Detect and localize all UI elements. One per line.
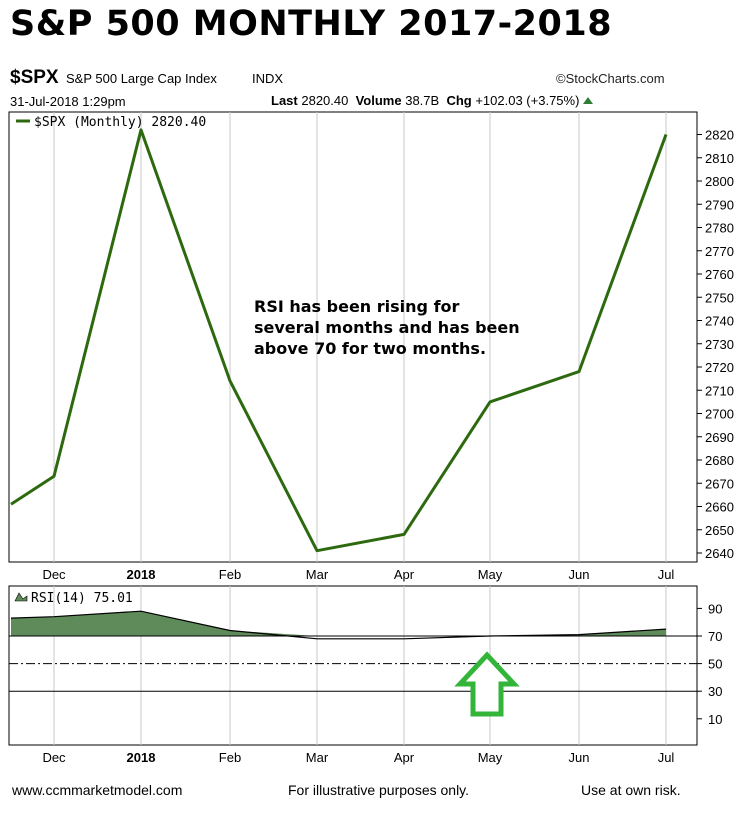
- price-x-tick-label: May: [478, 567, 503, 582]
- price-tick-label: 2710: [705, 383, 734, 398]
- price-tick-label: 2750: [705, 290, 734, 305]
- rsi-x-tick-label: Apr: [394, 750, 415, 765]
- rsi-x-tick-label: Feb: [219, 750, 241, 765]
- rsi-legend-label: RSI(14) 75.01: [31, 591, 133, 606]
- price-tick-label: 2760: [705, 267, 734, 282]
- price-tick-label: 2790: [705, 197, 734, 212]
- price-tick-label: 2640: [705, 546, 734, 561]
- price-x-tick-label: Dec: [42, 567, 66, 582]
- quote-date: 31-Jul-2018 1:29pm: [10, 94, 126, 109]
- footer-disclaimer: For illustrative purposes only.: [288, 782, 470, 798]
- price-tick-label: 2730: [705, 337, 734, 352]
- price-x-tick-label: Mar: [306, 567, 329, 582]
- rsi-panel-frame: [8, 585, 698, 746]
- price-tick-label: 2810: [705, 151, 734, 166]
- source-credit: ©StockCharts.com: [556, 71, 665, 86]
- rsi-x-tick-label: Dec: [42, 750, 66, 765]
- rsi-tick-label: 50: [708, 657, 722, 672]
- rsi-legend-icon: [14, 592, 28, 602]
- rsi-x-tick-label: May: [478, 750, 503, 765]
- rsi-x-tick-label: Mar: [306, 750, 329, 765]
- annotation-text: RSI has been rising for several months a…: [254, 297, 520, 358]
- price-tick-label: 2740: [705, 314, 734, 329]
- rsi-tick-label: 30: [708, 684, 722, 699]
- rsi-x-tick-label: Jun: [569, 750, 590, 765]
- price-panel-frame: [8, 111, 698, 563]
- rsi-tick-label: 10: [708, 712, 722, 727]
- rsi-tick-label: 90: [708, 601, 722, 616]
- volume-label: Volume: [355, 93, 402, 108]
- price-tick-label: 2680: [705, 453, 734, 468]
- volume-value: 38.7B: [405, 93, 440, 108]
- chart-title: S&P 500 MONTHLY 2017-2018: [10, 4, 613, 44]
- price-tick-label: 2700: [705, 407, 734, 422]
- price-tick-label: 2780: [705, 221, 734, 236]
- footer-risk: Use at own risk.: [581, 782, 681, 798]
- rsi-x-tick-label: 2018: [127, 750, 156, 765]
- ticker-symbol: $SPX: [10, 67, 59, 88]
- symbol-name: S&P 500 Large Cap Index: [66, 71, 217, 86]
- price-tick-label: 2820: [705, 128, 734, 143]
- last-label: Last: [271, 93, 298, 108]
- quote-stats: Last 2820.40 Volume 38.7B Chg +102.03 (+…: [271, 93, 594, 108]
- rsi-overbought-fill: [11, 611, 666, 636]
- price-tick-label: 2770: [705, 244, 734, 259]
- price-x-tick-label: Feb: [219, 567, 241, 582]
- rsi-tick-label: 70: [708, 629, 722, 644]
- price-tick-label: 2690: [705, 430, 734, 445]
- last-value: 2820.40: [301, 93, 349, 108]
- price-tick-label: 2650: [705, 523, 734, 538]
- price-tick-label: 2660: [705, 500, 734, 515]
- price-x-tick-label: 2018: [127, 567, 156, 582]
- up-triangle-icon: [583, 97, 594, 104]
- chg-label: Chg: [446, 93, 472, 108]
- chg-value: +102.03 (+3.75%): [475, 93, 580, 108]
- price-tick-label: 2720: [705, 360, 734, 375]
- price-tick-label: 2670: [705, 476, 734, 491]
- price-legend-label: $SPX (Monthly) 2820.40: [34, 115, 206, 130]
- up-arrow-icon: [454, 651, 520, 717]
- footer-website: www.ccmmarketmodel.com: [12, 782, 183, 798]
- price-x-tick-label: Jun: [569, 567, 590, 582]
- price-tick-label: 2800: [705, 174, 734, 189]
- price-x-tick-label: Jul: [658, 567, 675, 582]
- price-x-tick-label: Apr: [394, 567, 415, 582]
- rsi-x-tick-label: Jul: [658, 750, 675, 765]
- exchange-label: INDX: [252, 71, 284, 86]
